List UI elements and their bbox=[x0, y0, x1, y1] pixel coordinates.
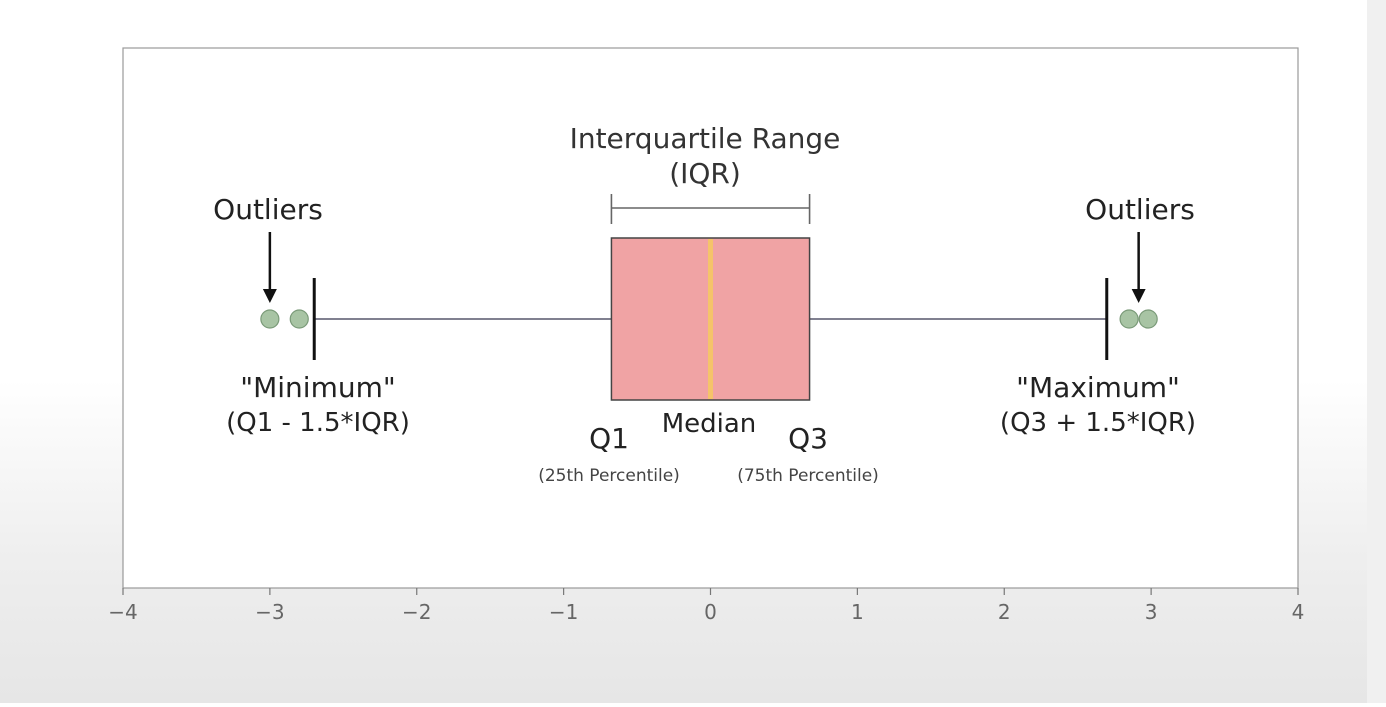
maximum-formula: (Q3 + 1.5*IQR) bbox=[1000, 408, 1196, 438]
x-axis: −4 −3 −2 −1 0 1 2 3 4 bbox=[108, 588, 1304, 624]
maximum-label: "Maximum" bbox=[1016, 371, 1180, 404]
arrow-head bbox=[262, 289, 277, 303]
x-tick-label: −3 bbox=[255, 600, 284, 624]
q3-percentile: (75th Percentile) bbox=[737, 466, 879, 486]
q3-label: Q3 bbox=[788, 422, 828, 455]
outlier-point bbox=[1138, 309, 1158, 329]
x-tick-label: 0 bbox=[704, 600, 717, 624]
outliers-left-label: Outliers bbox=[213, 193, 323, 226]
minimum-formula: (Q1 - 1.5*IQR) bbox=[226, 408, 410, 438]
outliers-group bbox=[260, 309, 1158, 329]
x-tick-label: −1 bbox=[549, 600, 578, 624]
minimum-label: "Minimum" bbox=[240, 371, 396, 404]
x-tick-label: 1 bbox=[851, 600, 864, 624]
x-tick-label: −4 bbox=[108, 600, 137, 624]
q1-label: Q1 bbox=[589, 422, 629, 455]
scrollbar-track[interactable] bbox=[1367, 0, 1386, 703]
x-tick-label: 3 bbox=[1145, 600, 1158, 624]
q1-percentile: (25th Percentile) bbox=[538, 466, 680, 486]
median-label: Median bbox=[662, 409, 757, 439]
arrow-head bbox=[1131, 289, 1146, 303]
iqr-title: Interquartile Range bbox=[570, 122, 841, 155]
outliers-right-arrow bbox=[1131, 232, 1146, 303]
iqr-subtitle: (IQR) bbox=[669, 157, 741, 190]
outliers-left-arrow bbox=[262, 232, 277, 303]
outlier-point bbox=[260, 309, 280, 329]
outlier-point bbox=[289, 309, 309, 329]
x-tick-label: 2 bbox=[998, 600, 1011, 624]
outliers-right-label: Outliers bbox=[1085, 193, 1195, 226]
x-tick-label: 4 bbox=[1292, 600, 1305, 624]
outlier-point bbox=[1119, 309, 1139, 329]
x-tick-label: −2 bbox=[402, 600, 431, 624]
